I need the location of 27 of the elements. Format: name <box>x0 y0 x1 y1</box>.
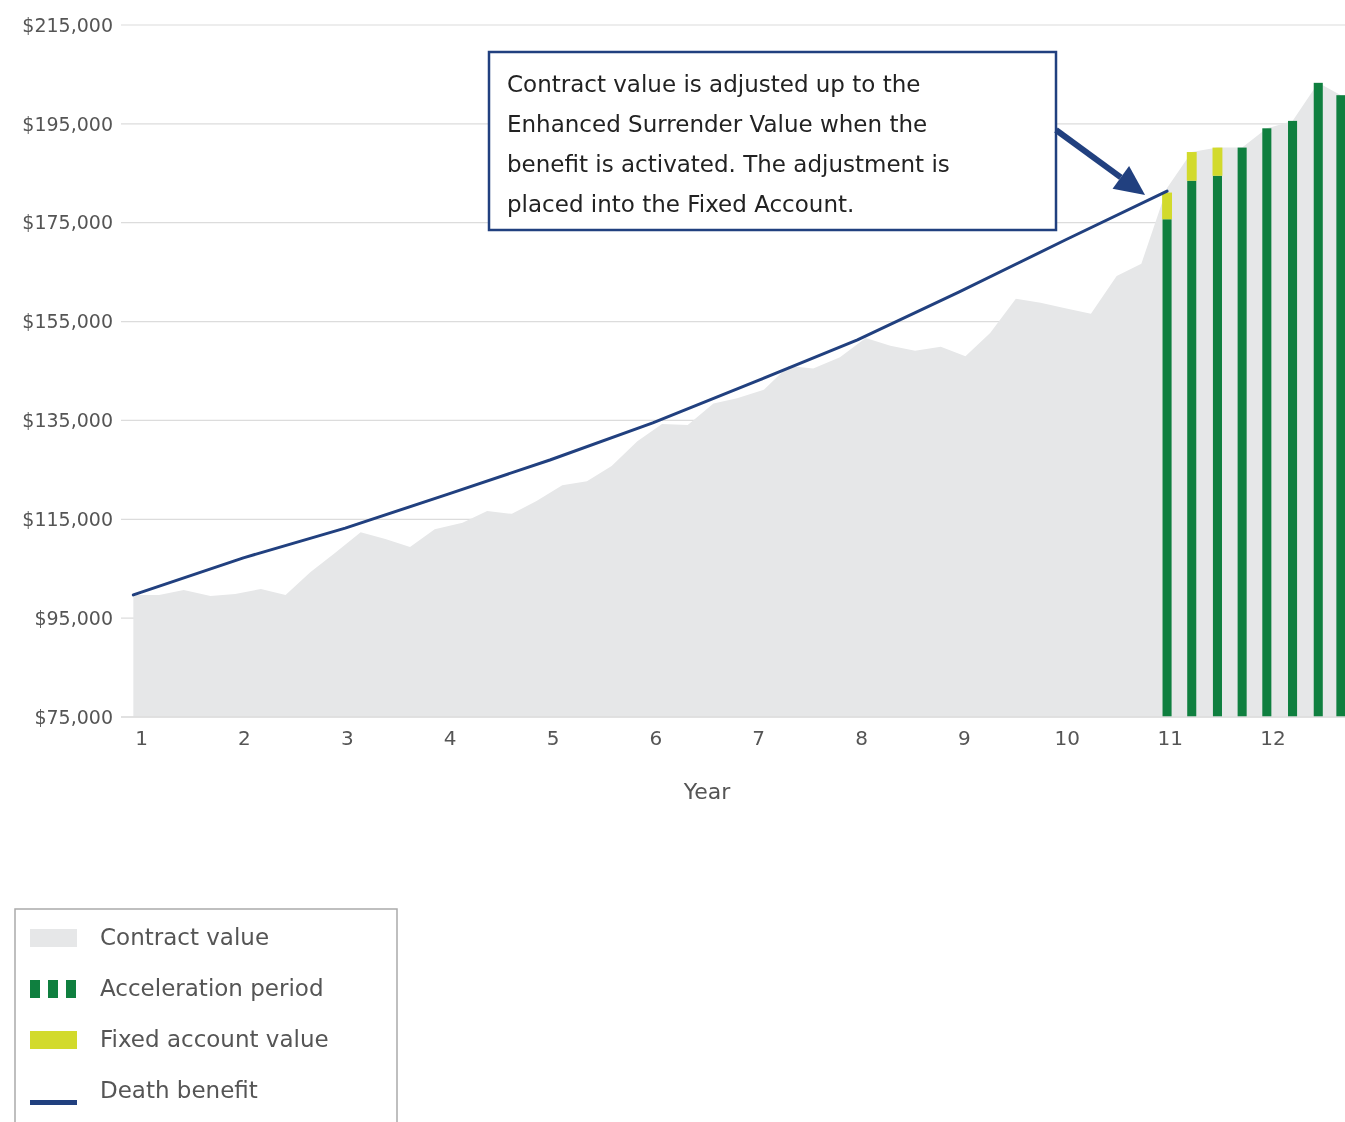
y-tick-label: $135,000 <box>22 409 113 432</box>
x-tick-label: 6 <box>649 726 663 750</box>
y-tick-label: $75,000 <box>34 705 113 728</box>
y-tick-label: $175,000 <box>22 211 113 234</box>
x-tick-label: 11 <box>1157 726 1183 750</box>
x-tick-label: 4 <box>443 726 457 750</box>
x-tick-label: 10 <box>1054 726 1081 750</box>
legend-label: Acceleration period <box>100 975 324 1001</box>
y-tick-label: $195,000 <box>22 112 113 135</box>
x-tick-label: 1 <box>135 726 148 750</box>
x-axis-title: Year <box>682 779 732 804</box>
x-tick-label: 8 <box>855 726 868 750</box>
x-tick-label: 5 <box>546 726 560 750</box>
line-series <box>131 189 1169 597</box>
x-tick-label: 2 <box>238 726 251 750</box>
annotation: Contract value is adjusted up to the Enhanced Surrender Value when the benefit is activated. The adjustment is placed into the Fixed Account. <box>507 71 950 217</box>
legend-label: Contract value <box>100 924 270 950</box>
x-tick-label: 9 <box>958 726 971 750</box>
y-tick-label: $215,000 <box>22 13 113 36</box>
y-tick-label: $155,000 <box>22 310 113 333</box>
y-tick-label: $95,000 <box>34 606 113 629</box>
y-tick-label: $115,000 <box>22 507 113 530</box>
legend-label: Death benefit <box>100 1077 258 1103</box>
x-tick-label: 7 <box>752 726 766 750</box>
x-tick-label: 12 <box>1260 726 1286 750</box>
legend-label: Fixed account value <box>100 1026 329 1052</box>
x-tick-label: 3 <box>340 726 354 750</box>
